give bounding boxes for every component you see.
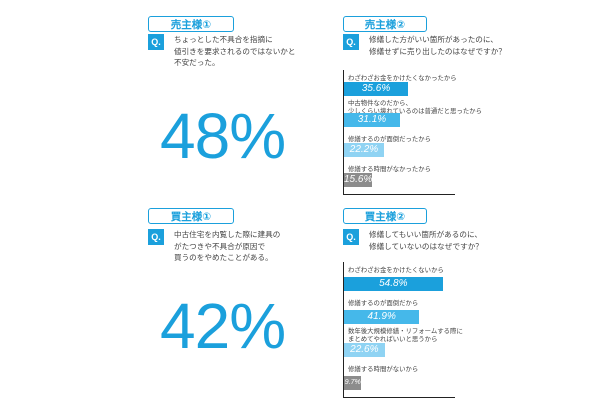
value-label: 15.6% [344, 174, 373, 185]
value-label: 9.7% [344, 379, 361, 386]
q-marker: Q. [148, 34, 164, 50]
category-label: 修繕するのが面倒だったから [348, 134, 432, 143]
panel-seller-1: 売主様① Q. ちょっとした不具合を指摘に 値引きを要求されるのではないかと 不… [0, 0, 305, 200]
category-label: 修繕する時間がなかったから [348, 164, 432, 173]
category-label: 数年後大規模修繕・リフォームする際に まとめてやればいいと思うから [348, 327, 463, 343]
q-marker: Q. [148, 229, 164, 245]
bar: 22.6% [344, 343, 385, 357]
category-label: 中古物件なのだから、 少しくらい壊れているのは普通だと思ったから [348, 99, 483, 115]
category-label: わざわざお金をかけたくないから [348, 266, 444, 274]
bar: 9.7% [344, 376, 362, 390]
y-axis-line [343, 262, 344, 398]
q-marker: Q. [343, 34, 359, 50]
question-row: Q. 修繕した方がいい箇所があったのに、 修繕せずに売り出したのはなぜですか？ [343, 34, 506, 57]
value-label: 41.9% [367, 311, 396, 322]
panel-seller-2: 売主様② Q. 修繕した方がいい箇所があったのに、 修繕せずに売り出したのはなぜ… [305, 0, 610, 200]
question-row: Q. ちょっとした不具合を指摘に 値引きを要求されるのではないかと 不安だった。 [148, 34, 296, 69]
value-label: 54.8% [379, 278, 408, 289]
panel-buyer-1: 買主様① Q. 中古住宅を内覧した際に建具の がたつきや不具合が原因で 買うのを… [0, 200, 305, 400]
value-label: 22.6% [350, 344, 379, 355]
question-row: Q. 中古住宅を内覧した際に建具の がたつきや不具合が原因で 買うのをやめたこと… [148, 229, 280, 264]
bar: 31.1% [344, 112, 400, 127]
category-label: 修繕するのが面倒だから [348, 299, 419, 307]
bar-chart: わざわざお金をかけたくないから 54.8% 修繕するのが面倒だから 41.9% 数年後大… [341, 262, 610, 398]
q-marker: Q. [343, 229, 359, 245]
value-label: 22.2% [349, 143, 379, 155]
bar: 15.6% [344, 173, 372, 187]
question-text: 修繕した方がいい箇所があったのに、 修繕せずに売り出したのはなぜですか？ [369, 35, 506, 56]
bar: 41.9% [344, 310, 420, 324]
panel-tag: 売主様① [148, 16, 234, 32]
y-axis-line [343, 70, 344, 195]
question-row: Q. 修繕してもいい箇所があるのに、 修繕していないのはなぜですか？ [343, 229, 483, 252]
bar-chart: わざわざお金をかけたくなかったから 35.6% 中古物件なのだから、 少しくらい壊れ… [341, 70, 610, 195]
category-label: 修繕する時間がないから [348, 365, 419, 373]
x-axis-line [343, 194, 455, 195]
big-percentage: 42% [160, 290, 286, 362]
value-label: 35.6% [361, 83, 391, 95]
big-percentage: 48% [160, 100, 286, 172]
question-text: 中古住宅を内覧した際に建具の がたつきや不具合が原因で 買うのをやめたことがある… [174, 230, 281, 262]
bar: 35.6% [344, 82, 409, 97]
question-text: 修繕してもいい箇所があるのに、 修繕していないのはなぜですか？ [369, 230, 483, 251]
panel-tag: 売主様② [343, 16, 427, 32]
category-label: わざわざお金をかけたくなかったから [348, 74, 457, 82]
panel-tag: 買主様② [343, 208, 427, 224]
question-text: ちょっとした不具合を指摘に 値引きを要求されるのではないかと 不安だった。 [174, 35, 296, 67]
panel-buyer-2: 買主様② Q. 修繕してもいい箇所があるのに、 修繕していないのはなぜですか？ … [305, 200, 610, 400]
value-label: 31.1% [357, 113, 387, 125]
x-axis-line [343, 397, 455, 398]
bar: 22.2% [344, 142, 384, 157]
panel-tag: 買主様① [148, 208, 234, 224]
bar: 54.8% [344, 277, 443, 291]
